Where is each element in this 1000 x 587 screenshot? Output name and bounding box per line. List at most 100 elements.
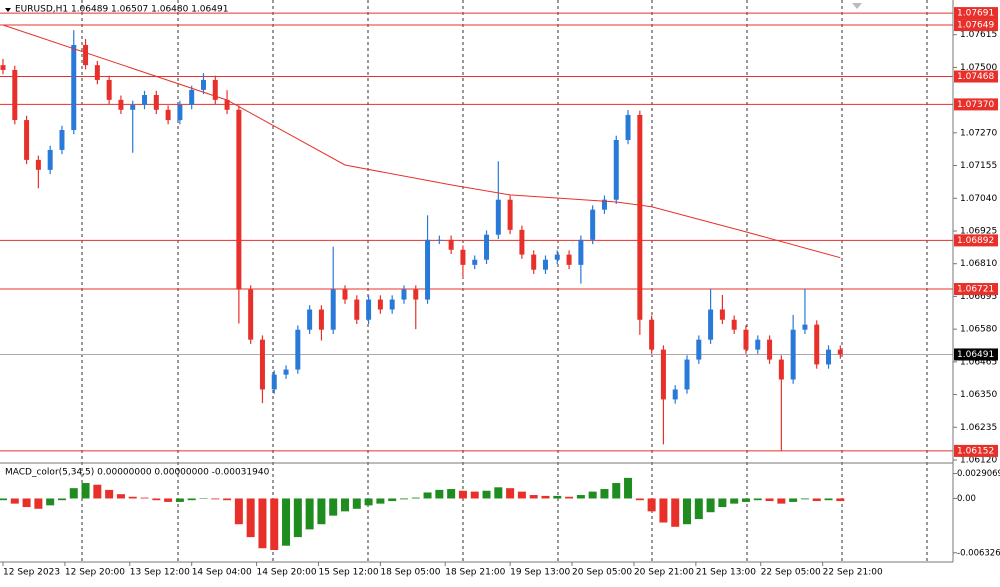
candle-body: [377, 299, 383, 310]
candle-body: [719, 309, 725, 320]
menu-triangle[interactable]: [5, 8, 11, 12]
candle-body: [12, 69, 18, 121]
macd-bar: [46, 498, 55, 506]
candle-body: [767, 339, 773, 360]
macd-bar: [211, 498, 220, 500]
candle-body: [755, 339, 761, 350]
macd-bar: [458, 490, 467, 499]
candle-body: [472, 259, 478, 265]
candle-body: [354, 299, 360, 320]
macd-bar: [258, 498, 267, 549]
candle-body: [601, 199, 607, 210]
macd-bar: [812, 498, 821, 502]
candle-body: [672, 389, 678, 400]
candle-body: [649, 319, 655, 350]
y-tick-label: 1.07615: [960, 30, 997, 40]
macd-y-tick-label: 0.00: [957, 494, 976, 504]
y-tick-label: 1.06925: [960, 227, 997, 237]
level-label: 1.07370: [957, 100, 994, 110]
y-tick-label: 1.06580: [960, 325, 997, 335]
macd-bar: [305, 498, 314, 530]
x-tick-label: 14 Sep 20:00: [257, 568, 317, 578]
macd-bar: [517, 491, 526, 499]
y-tick-label: 1.07500: [960, 63, 997, 73]
candle-body: [484, 234, 490, 260]
macd-bar: [612, 483, 621, 499]
candle-body: [637, 114, 643, 320]
candle-body: [826, 349, 832, 365]
macd-bar: [270, 498, 279, 550]
y-tick-label: 1.06120: [960, 456, 997, 466]
x-tick-label: 14 Sep 04:00: [192, 568, 252, 578]
macd-bar: [234, 498, 243, 525]
candle-body: [413, 289, 419, 300]
macd-bar: [600, 489, 609, 499]
candle-body: [47, 149, 53, 170]
macd-bar: [81, 483, 90, 499]
candle-body: [554, 254, 560, 260]
macd-bar: [116, 494, 125, 499]
candle-body: [236, 109, 242, 290]
candle-body: [83, 44, 89, 66]
macd-bar: [341, 498, 350, 512]
candle-body: [318, 309, 324, 330]
macd-bar: [789, 498, 798, 502]
y-tick-label: 1.07155: [960, 161, 997, 171]
scroll-marker[interactable]: [852, 3, 862, 9]
macd-bar: [718, 498, 727, 508]
level-label: 1.07649: [957, 21, 994, 31]
macd-bar: [659, 498, 668, 523]
macd-bar: [506, 488, 515, 499]
candle-body: [743, 329, 749, 350]
macd-bar: [741, 498, 750, 502]
x-tick-label: 19 Sep 13:00: [510, 568, 570, 578]
candle-body: [259, 339, 265, 390]
level-label: 1.06152: [957, 446, 994, 456]
candle-body: [248, 289, 254, 340]
level-label-box: [954, 234, 998, 247]
candle-body: [200, 79, 206, 90]
x-tick-label: 15 Sep 12:00: [318, 568, 378, 578]
macd-bar: [423, 492, 432, 499]
candle-body: [94, 65, 100, 80]
macd-bar: [624, 477, 633, 499]
macd-bar: [223, 498, 232, 501]
candle-body: [271, 374, 277, 390]
macd-bar: [730, 498, 739, 504]
macd-bar: [22, 498, 31, 508]
x-tick-label: 12 Sep 20:00: [65, 568, 125, 578]
candle-body: [542, 259, 548, 270]
x-tick-label: 21 Sep 13:00: [696, 568, 756, 578]
moving-average: [2, 24, 841, 259]
macd-bar: [647, 498, 656, 512]
candle-body: [519, 229, 525, 255]
macd-bar: [836, 498, 845, 502]
macd-bar: [683, 498, 692, 525]
macd-bar: [777, 498, 786, 504]
level-label-box: [954, 444, 998, 457]
level-label-box: [954, 19, 998, 32]
candle-body: [106, 79, 112, 100]
x-tick-label: 18 Sep 21:00: [445, 568, 505, 578]
candle-body: [130, 104, 136, 110]
macd-bar: [494, 487, 503, 499]
level-label: 1.06892: [957, 236, 994, 246]
macd-bar: [282, 498, 291, 546]
macd-y-tick-label: 0.0029069: [957, 469, 1000, 479]
macd-bar: [635, 498, 644, 501]
candle-body: [531, 254, 537, 270]
macd-bar: [753, 498, 762, 501]
macd-bar: [376, 498, 385, 504]
macd-bar: [576, 495, 585, 499]
macd-bar: [399, 498, 408, 500]
x-tick-label: 20 Sep 21:00: [634, 568, 694, 578]
candle-body: [142, 95, 148, 105]
macd-bar: [317, 498, 326, 525]
macd-bar: [364, 498, 373, 506]
macd-bar: [175, 498, 184, 502]
candle-body: [578, 239, 584, 265]
y-tick-label: 1.06810: [960, 259, 997, 269]
macd-bar: [824, 498, 833, 501]
